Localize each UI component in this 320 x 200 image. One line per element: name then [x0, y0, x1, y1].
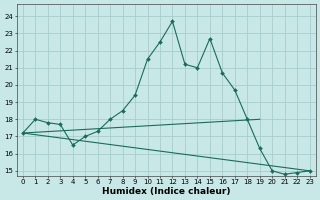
X-axis label: Humidex (Indice chaleur): Humidex (Indice chaleur)	[102, 187, 230, 196]
